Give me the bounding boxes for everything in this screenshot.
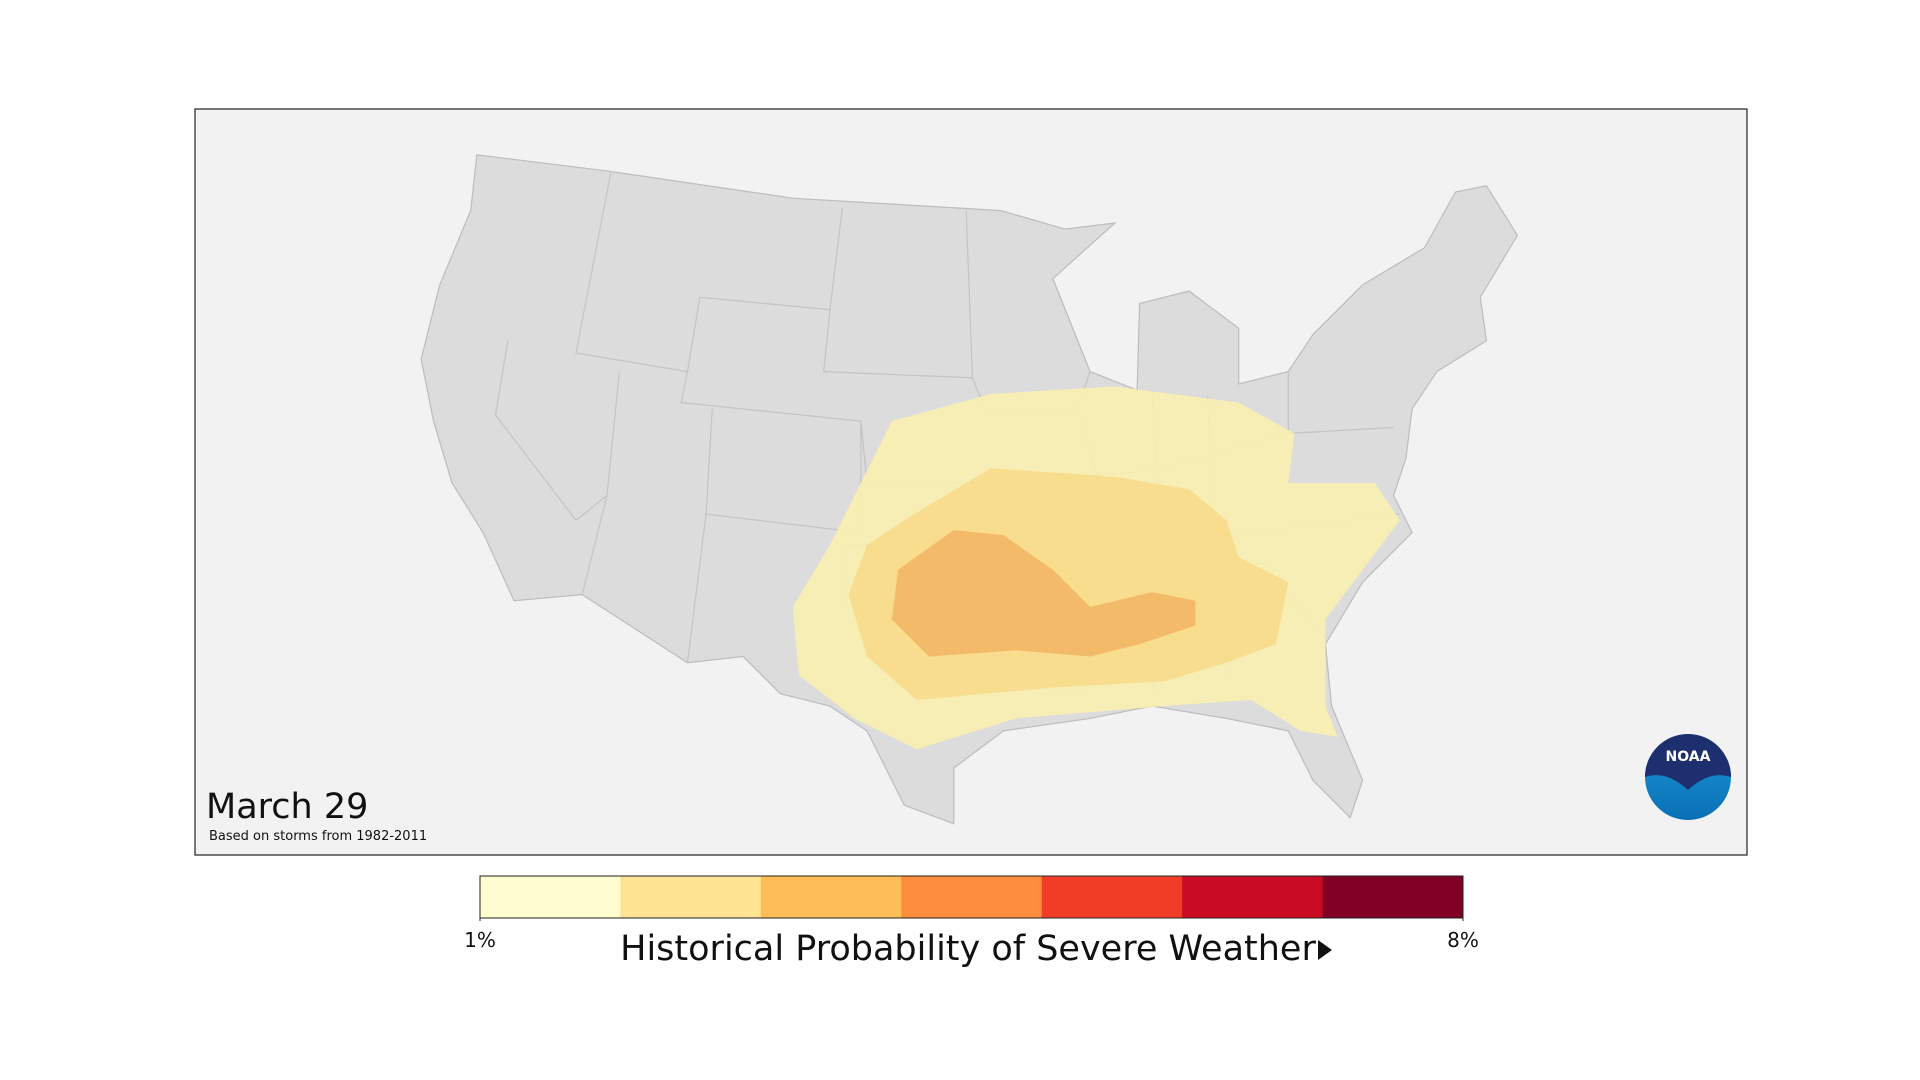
- legend-swatch: [1041, 876, 1183, 918]
- legend-swatch: [620, 876, 762, 918]
- legend-swatch: [480, 876, 621, 918]
- legend-swatch: [760, 876, 902, 918]
- legend-title: Historical Probability of Severe Weather: [620, 929, 1316, 969]
- noaa-logo: NOAA: [1645, 734, 1731, 820]
- logo-text: NOAA: [1666, 749, 1711, 765]
- legend-tick-label: 8%: [1447, 928, 1479, 952]
- legend-arrow: [1318, 940, 1332, 960]
- legend-swatch: [1322, 876, 1464, 918]
- legend-swatch: [1182, 876, 1324, 918]
- legend-border: [479, 875, 1464, 919]
- map-content: [420, 154, 1519, 825]
- legend-swatch: [901, 876, 1043, 918]
- legend: 1% 8%: [464, 875, 1479, 952]
- probability-zone-high: [891, 530, 1196, 657]
- legend-tick-label: 1%: [464, 928, 496, 952]
- logo-top: [1645, 734, 1731, 790]
- map-title: March 29: [206, 787, 368, 827]
- map-subtitle: Based on storms from 1982-2011: [209, 829, 427, 844]
